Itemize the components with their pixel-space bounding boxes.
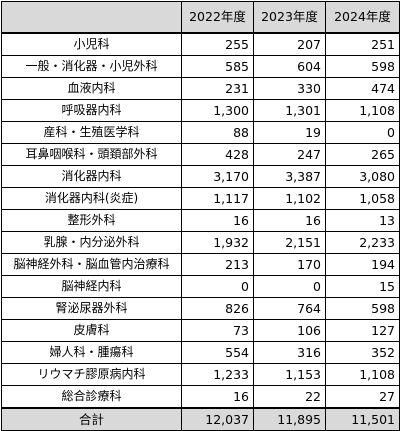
total-row: 合計 12,037 11,895 11,501 [1,406,400,431]
table-row: 一般・消化器・小児外科 585 604 598 [1,54,400,78]
table-header-row: 2022年度 2023年度 2024年度 [1,1,400,33]
header-2024: 2024年度 [325,1,400,33]
table-row: 血液内科 231 330 474 [1,76,400,100]
value-2024: 3,080 [325,164,400,188]
table-row: 産科・生殖医学科 88 19 0 [1,120,400,144]
value-2022: 585 [181,54,254,78]
value-2023: 330 [253,76,326,100]
value-2022: 0 [181,274,254,298]
value-2022: 16 [181,208,254,232]
value-2023: 764 [253,296,326,320]
value-2023: 2,151 [253,230,326,254]
value-2023: 22 [253,384,326,408]
value-2023: 247 [253,142,326,166]
value-2024: 13 [325,208,400,232]
value-2022: 1,932 [181,230,254,254]
dept-name: 消化器内科 [1,164,182,188]
dept-name: 腎泌尿器外科 [1,296,182,320]
value-2024: 598 [325,54,400,78]
header-2022: 2022年度 [181,1,254,33]
value-2024: 265 [325,142,400,166]
value-2024: 0 [325,120,400,144]
value-2022: 1,300 [181,98,254,122]
value-2024: 27 [325,384,400,408]
value-2022: 554 [181,340,254,364]
table-row: 総合診療科 16 22 27 [1,384,400,408]
value-2024: 127 [325,318,400,342]
value-2023: 207 [253,32,326,56]
value-2024: 474 [325,76,400,100]
dept-name: リウマチ膠原病内科 [1,362,182,386]
dept-name: 産科・生殖医学科 [1,120,182,144]
dept-name: 皮膚科 [1,318,182,342]
dept-name: 脳神経内科 [1,274,182,298]
value-2022: 826 [181,296,254,320]
dept-name: 婦人科・腫瘍科 [1,340,182,364]
table-row: 消化器内科 3,170 3,387 3,080 [1,164,400,188]
value-2024: 2,233 [325,230,400,254]
value-2022: 213 [181,252,254,276]
value-2022: 73 [181,318,254,342]
value-2023: 19 [253,120,326,144]
value-2022: 16 [181,384,254,408]
value-2022: 1,233 [181,362,254,386]
table-row: 脳神経内科 0 0 15 [1,274,400,298]
value-2023: 1,301 [253,98,326,122]
value-2023: 16 [253,208,326,232]
value-2022: 428 [181,142,254,166]
value-2024: 598 [325,296,400,320]
dept-name: 耳鼻咽喉科・頭頚部外科 [1,142,182,166]
value-2022: 231 [181,76,254,100]
dept-name: 整形外科 [1,208,182,232]
table-row: 耳鼻咽喉科・頭頚部外科 428 247 265 [1,142,400,166]
value-2024: 1,108 [325,362,400,386]
dept-name: 消化器内科(炎症) [1,186,182,210]
value-2024: 15 [325,274,400,298]
total-2023: 11,895 [253,406,326,431]
table-row: リウマチ膠原病内科 1,233 1,153 1,108 [1,362,400,386]
table-row: 整形外科 16 16 13 [1,208,400,232]
value-2022: 1,117 [181,186,254,210]
value-2023: 106 [253,318,326,342]
value-2022: 88 [181,120,254,144]
table-row: 脳神経外科・脳血管内治療科 213 170 194 [1,252,400,276]
value-2024: 352 [325,340,400,364]
dept-name: 血液内科 [1,76,182,100]
header-corner-cell [1,1,182,33]
dept-name: 小児科 [1,32,182,56]
value-2024: 1,108 [325,98,400,122]
table-row: 婦人科・腫瘍科 554 316 352 [1,340,400,364]
table-body: 小児科 255 207 251 一般・消化器・小児外科 585 604 598 … [1,32,400,408]
dept-name: 呼吸器内科 [1,98,182,122]
dept-name: 脳神経外科・脳血管内治療科 [1,252,182,276]
value-2023: 0 [253,274,326,298]
table-row: 乳腺・内分泌外科 1,932 2,151 2,233 [1,230,400,254]
table-row: 消化器内科(炎症) 1,117 1,102 1,058 [1,186,400,210]
total-2022: 12,037 [181,406,254,431]
table-row: 呼吸器内科 1,300 1,301 1,108 [1,98,400,122]
table-row: 腎泌尿器外科 826 764 598 [1,296,400,320]
value-2023: 316 [253,340,326,364]
value-2022: 255 [181,32,254,56]
value-2023: 170 [253,252,326,276]
value-2023: 3,387 [253,164,326,188]
total-2024: 11,501 [325,406,400,431]
dept-name: 一般・消化器・小児外科 [1,54,182,78]
value-2022: 3,170 [181,164,254,188]
value-2024: 251 [325,32,400,56]
dept-name: 総合診療科 [1,384,182,408]
dept-name: 乳腺・内分泌外科 [1,230,182,254]
header-2023: 2023年度 [253,1,326,33]
total-label: 合計 [1,406,182,431]
value-2024: 194 [325,252,400,276]
value-2023: 1,102 [253,186,326,210]
table-row: 皮膚科 73 106 127 [1,318,400,342]
value-2023: 1,153 [253,362,326,386]
table-row: 小児科 255 207 251 [1,32,400,56]
value-2023: 604 [253,54,326,78]
value-2024: 1,058 [325,186,400,210]
